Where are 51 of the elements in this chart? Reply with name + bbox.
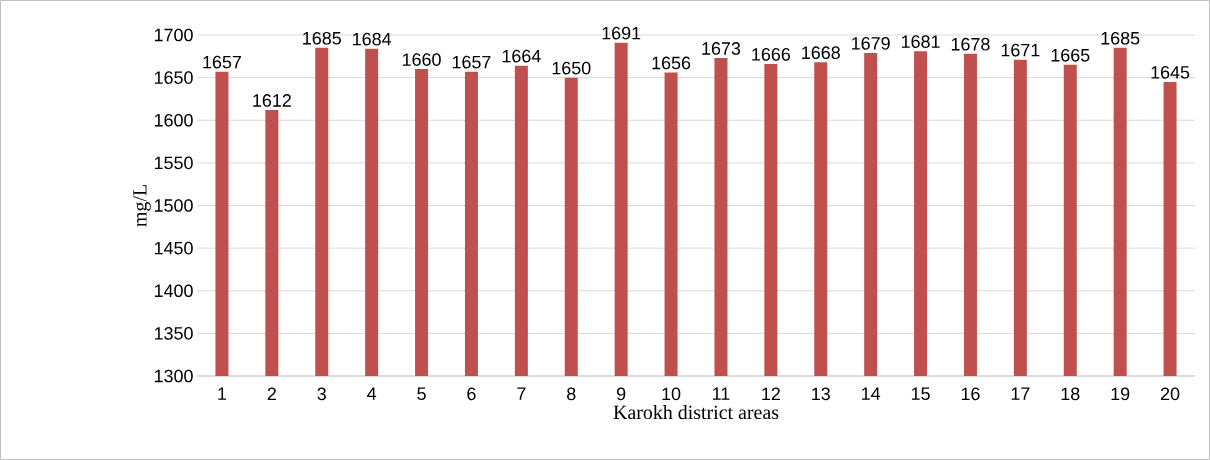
data-label: 1660: [402, 53, 441, 66]
data-label: 1685: [303, 31, 341, 45]
data-label: 1671: [1001, 43, 1040, 57]
data-label: 1664: [502, 49, 541, 63]
data-label: 1656: [652, 56, 691, 70]
y-tick-label: 1300: [154, 369, 193, 383]
data-label: 1668: [802, 46, 840, 60]
x-tick-label: 3: [317, 387, 326, 401]
x-tick-label: 17: [1011, 387, 1030, 400]
data-label: 1666: [752, 48, 791, 61]
y-tick-label: 1600: [154, 113, 193, 127]
data-label: 1673: [702, 42, 741, 55]
data-label: 1665: [1051, 48, 1090, 62]
data-label: 1684: [353, 32, 392, 46]
y-tick-label: 1400: [154, 284, 193, 298]
y-tick-label: 1700: [154, 28, 193, 42]
x-tick-label: 11: [713, 387, 730, 400]
x-tick-label: 6: [467, 387, 476, 401]
data-label: 1650: [552, 61, 591, 75]
x-tick-label: 5: [417, 387, 426, 401]
y-tick-label: 1450: [154, 241, 193, 255]
y-tick-label: 1650: [154, 71, 193, 84]
data-label: 1679: [852, 37, 890, 50]
data-label: 1678: [951, 37, 990, 51]
x-tick-label: 7: [517, 387, 526, 400]
x-tick-label: 20: [1160, 387, 1180, 401]
x-tick-label: 1: [218, 387, 227, 400]
data-label: 1612: [253, 94, 291, 107]
x-tick-label: 9: [617, 387, 626, 401]
x-tick-label: 15: [911, 387, 930, 401]
x-tick-label: 16: [961, 387, 980, 401]
x-axis-title: Karokh district areas: [613, 405, 779, 420]
x-tick-label: 18: [1061, 387, 1080, 401]
data-label: 1681: [901, 35, 940, 48]
y-tick-label: 1550: [154, 156, 193, 170]
x-tick-label: 14: [862, 387, 881, 400]
y-tick-label: 1500: [154, 199, 193, 212]
x-tick-label: 4: [367, 387, 377, 400]
data-label: 1657: [452, 55, 491, 69]
y-tick-label: 1350: [154, 327, 193, 340]
x-tick-label: 19: [1111, 387, 1130, 401]
data-label: 1657: [203, 55, 241, 69]
data-label: 1691: [602, 26, 641, 40]
data-label: 1645: [1151, 65, 1190, 79]
x-tick-label: 10: [662, 387, 681, 401]
x-tick-label: 12: [762, 387, 780, 401]
data-label: 1685: [1101, 31, 1140, 45]
y-axis-title: mg/L: [133, 185, 151, 227]
x-tick-label: 8: [567, 387, 576, 401]
x-tick-label: 2: [267, 387, 276, 401]
x-tick-label: 13: [812, 387, 830, 401]
